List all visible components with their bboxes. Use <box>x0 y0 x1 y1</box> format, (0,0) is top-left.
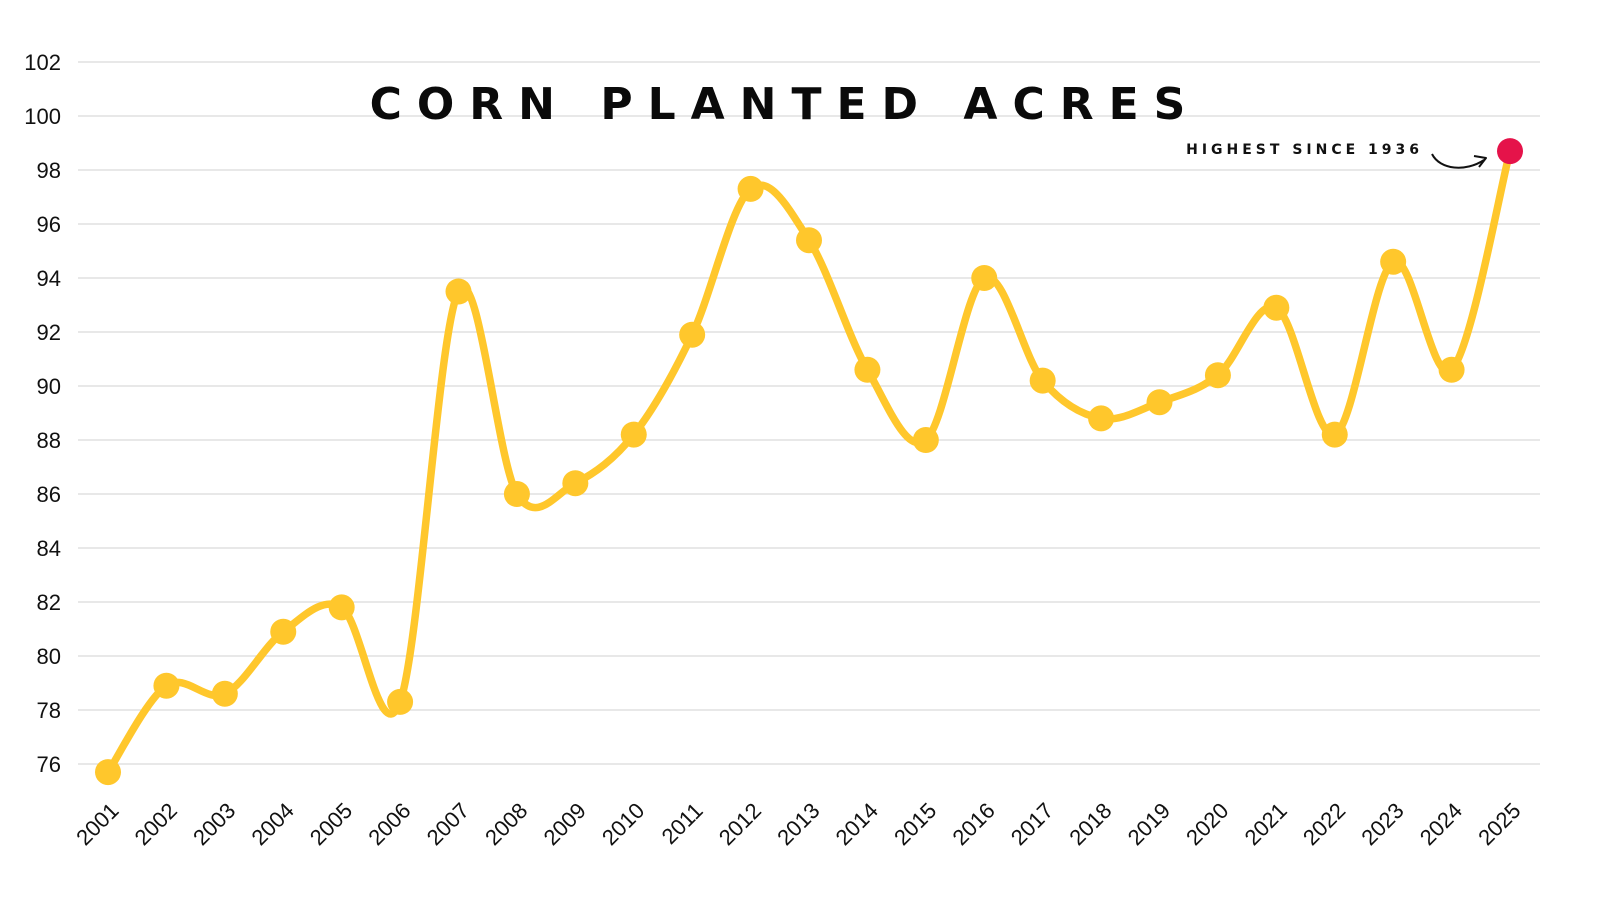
data-point <box>971 265 998 291</box>
data-point <box>153 672 180 699</box>
data-point <box>1321 421 1348 448</box>
annotation: HIGHEST SINCE 1936 <box>1186 142 1487 169</box>
data-point <box>1263 294 1290 321</box>
data-point <box>95 759 121 786</box>
data-point <box>854 356 881 383</box>
annotation-arrow-icon <box>1431 153 1485 169</box>
data-point <box>679 321 706 348</box>
x-axis-ticks: 2001 2002 2003 2004 2005 2006 2007 2008 2009 2010… <box>71 798 1525 850</box>
y-tick-label: 100 <box>24 104 61 129</box>
x-tick-label: 2015 <box>889 798 941 850</box>
data-point <box>387 688 414 715</box>
x-tick-label: 2001 <box>71 798 123 850</box>
y-tick-label: 88 <box>37 428 61 453</box>
x-tick-label: 2025 <box>1473 798 1525 850</box>
x-tick-label: 2017 <box>1006 798 1058 850</box>
x-tick-label: 2006 <box>363 798 415 850</box>
y-tick-label: 82 <box>37 590 61 615</box>
chart-title: CORN PLANTED ACRES <box>370 79 1201 130</box>
x-tick-label: 2016 <box>947 798 999 850</box>
x-tick-label: 2013 <box>772 798 824 850</box>
x-tick-label: 2010 <box>597 798 649 850</box>
data-point <box>620 421 647 448</box>
x-tick-label: 2005 <box>305 798 357 850</box>
y-tick-label: 78 <box>37 698 61 723</box>
x-tick-label: 2023 <box>1356 798 1408 850</box>
x-tick-label: 2024 <box>1415 798 1467 850</box>
x-tick-label: 2019 <box>1123 798 1175 850</box>
data-point <box>737 175 764 202</box>
y-tick-label: 102 <box>24 50 61 75</box>
x-tick-label: 2009 <box>539 798 591 850</box>
x-tick-label: 2008 <box>480 798 532 850</box>
data-point <box>796 227 822 254</box>
data-point <box>1088 405 1115 432</box>
data-point <box>1204 362 1231 389</box>
data-point <box>1438 356 1465 383</box>
y-tick-label: 76 <box>37 752 61 777</box>
x-tick-label: 2021 <box>1240 798 1292 850</box>
y-tick-label: 90 <box>37 374 61 399</box>
data-point <box>912 427 939 453</box>
x-tick-label: 2012 <box>714 798 766 850</box>
x-tick-label: 2018 <box>1064 798 1116 850</box>
x-tick-label: 2014 <box>831 798 883 850</box>
data-points <box>95 138 1523 786</box>
y-tick-label: 86 <box>37 482 61 507</box>
x-tick-label: 2022 <box>1298 798 1350 850</box>
data-point <box>562 470 589 497</box>
x-tick-label: 2004 <box>246 798 298 850</box>
y-tick-label: 96 <box>37 212 61 237</box>
x-tick-label: 2011 <box>657 798 708 849</box>
arrowhead-icon <box>1473 155 1487 168</box>
x-tick-label: 2007 <box>422 798 474 850</box>
highlight-point <box>1497 138 1523 165</box>
y-tick-label: 84 <box>37 536 61 561</box>
x-tick-label: 2003 <box>188 798 240 850</box>
y-tick-label: 98 <box>37 158 61 183</box>
y-tick-label: 92 <box>37 320 61 345</box>
gridlines <box>78 61 1540 765</box>
data-point <box>1146 389 1173 416</box>
annotation-label: HIGHEST SINCE 1936 <box>1186 142 1423 158</box>
x-tick-label: 2020 <box>1181 798 1233 850</box>
data-point <box>1029 367 1056 394</box>
data-point <box>1380 248 1407 275</box>
data-point <box>503 481 530 507</box>
y-tick-label: 80 <box>37 644 61 669</box>
data-point <box>328 594 355 621</box>
y-tick-label: 94 <box>37 266 61 291</box>
data-point <box>445 278 472 305</box>
data-point <box>270 618 297 645</box>
data-point <box>211 680 238 707</box>
x-tick-label: 2002 <box>130 798 182 850</box>
y-axis-ticks: 76 78 80 82 84 86 88 90 92 94 96 98 100 102 <box>24 50 61 777</box>
